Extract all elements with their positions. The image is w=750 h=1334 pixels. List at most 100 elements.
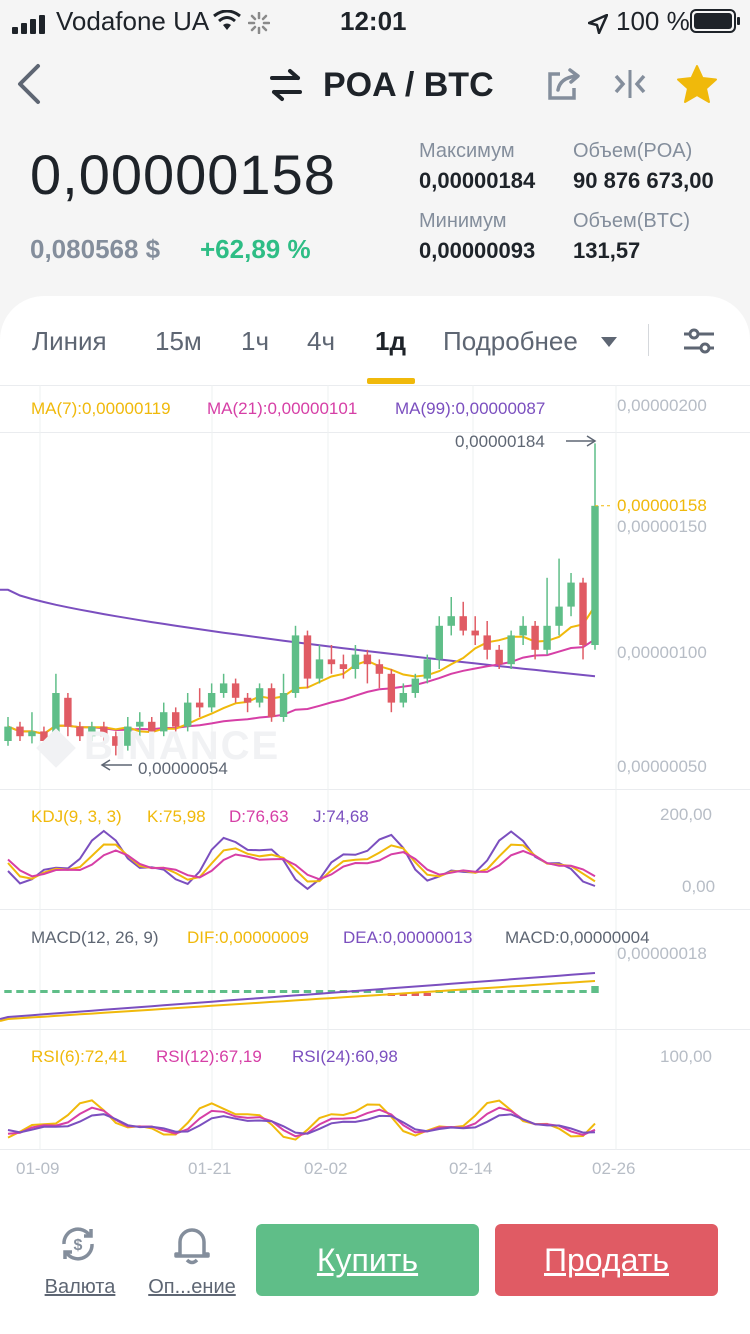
low-marker-head	[100, 759, 111, 771]
candle-body	[243, 697, 252, 703]
y-label-1: 0,00000150	[617, 517, 707, 536]
high-value: 0,00000184	[419, 168, 536, 193]
status-bar: Vodafone UA 12:01 100 %	[0, 0, 750, 40]
candle-body	[351, 654, 360, 669]
candle-body	[447, 616, 455, 626]
binance-watermark-icon	[36, 728, 76, 769]
candle-body	[231, 683, 240, 698]
svg-text:$: $	[74, 1237, 83, 1254]
candle-body	[52, 693, 60, 741]
tab-4h[interactable]: 4ч	[307, 326, 336, 356]
candle-body	[255, 688, 264, 703]
current-price-tag: 0,00000158	[617, 496, 707, 515]
high-marker-label: 0,00000184	[455, 432, 545, 451]
candle-body	[148, 721, 156, 732]
kdj-d: D:76,63	[229, 807, 289, 826]
tab-line[interactable]: Линия	[32, 326, 107, 356]
candle-body	[531, 625, 539, 650]
loading-icon	[247, 10, 271, 41]
macd-histogram-bar	[243, 990, 252, 993]
x-label-4: 02-26	[592, 1159, 636, 1178]
volume-poa-value: 90 876 673,00	[573, 168, 714, 193]
candle-body	[100, 726, 108, 737]
chart-settings-button[interactable]	[682, 326, 716, 356]
macd-histogram-bar	[76, 990, 84, 993]
signal-icon	[12, 10, 48, 41]
macd-histogram-bar	[100, 990, 108, 993]
last-price: 0,00000158	[30, 143, 336, 206]
battery-icon	[690, 9, 742, 40]
pair-selector[interactable]: POA / BTC	[268, 62, 498, 108]
ma7-line	[7, 605, 596, 735]
kdj-y-top: 200,00	[660, 805, 712, 824]
favorite-button[interactable]	[676, 64, 718, 104]
currency-label: Валюта	[44, 1276, 116, 1298]
tab-more[interactable]: Подробнее	[443, 326, 623, 360]
macd-histogram-bar	[160, 990, 168, 993]
candle-body	[495, 649, 503, 665]
candle-body	[471, 630, 479, 636]
x-label-3: 02-14	[449, 1159, 493, 1178]
low-value: 0,00000093	[419, 238, 536, 263]
candle-body	[459, 616, 467, 631]
macd-y-top: 0,00000018	[617, 944, 707, 963]
macd-histogram-bar	[279, 990, 288, 993]
macd-histogram-bar	[579, 990, 587, 993]
candle-body	[303, 635, 312, 679]
macd-histogram-bar	[88, 990, 96, 993]
kdj-divider	[0, 789, 750, 790]
currency-button[interactable]: $ Валюта	[36, 1220, 124, 1302]
macd-dea-line	[0, 980, 596, 1022]
candle-body	[16, 726, 24, 737]
macd-dea: DEA:0,00000013	[343, 928, 473, 947]
macd-histogram-bar	[291, 990, 300, 993]
high-label: Максимум	[419, 140, 515, 162]
buy-button[interactable]: Купить	[256, 1224, 479, 1296]
candle-body	[543, 625, 551, 650]
candle-body	[76, 726, 84, 737]
macd-histogram-bar	[567, 990, 575, 993]
share-button[interactable]	[546, 66, 582, 102]
macd-value: MACD:0,00000004	[505, 928, 650, 947]
candle-body	[315, 659, 324, 679]
candlestick-chart[interactable]	[0, 385, 750, 1150]
macd-histogram-bar	[255, 990, 264, 993]
watermark-text: BINANCE	[84, 724, 281, 768]
candle-body	[112, 736, 120, 746]
compare-button[interactable]	[612, 68, 648, 100]
rsi12-line	[7, 1106, 596, 1138]
wifi-icon	[212, 8, 242, 39]
macd-histogram-bar	[112, 990, 120, 993]
candle-body	[483, 635, 491, 650]
macd-histogram-bar	[399, 993, 408, 996]
y-label-3: 0,00000050	[617, 757, 707, 776]
macd-histogram-bar	[172, 990, 180, 993]
candle-body	[567, 582, 575, 607]
candle-body	[183, 702, 192, 727]
candle-body	[172, 712, 180, 727]
candle-body	[339, 664, 348, 669]
candle-body	[279, 693, 288, 717]
tab-15m[interactable]: 15м	[155, 326, 202, 356]
tab-1d[interactable]: 1д	[375, 326, 406, 356]
macd-histogram-bar	[124, 990, 132, 993]
caret-down-icon	[601, 337, 617, 347]
rsi6-label: RSI(6):72,41	[31, 1047, 128, 1066]
tab-1h[interactable]: 1ч	[241, 326, 270, 356]
candle-body	[591, 505, 599, 645]
alert-button[interactable]: Оп...ение	[142, 1220, 242, 1302]
candle-body	[160, 712, 168, 732]
candle-body	[423, 659, 431, 679]
sell-button[interactable]: Продать	[495, 1224, 718, 1296]
macd-histogram-bar	[591, 986, 599, 993]
x-label-1: 01-21	[188, 1159, 232, 1178]
macd-histogram-bar	[195, 990, 204, 993]
back-button[interactable]	[14, 62, 54, 108]
high-marker-head	[586, 435, 597, 447]
location-icon	[587, 10, 609, 41]
alert-label: Оп...ение	[148, 1276, 236, 1298]
rsi24-line	[7, 1113, 596, 1135]
currency-exchange-icon: $	[62, 1227, 94, 1261]
rsi-y-top: 100,00	[660, 1047, 712, 1066]
candle-body	[88, 726, 96, 737]
